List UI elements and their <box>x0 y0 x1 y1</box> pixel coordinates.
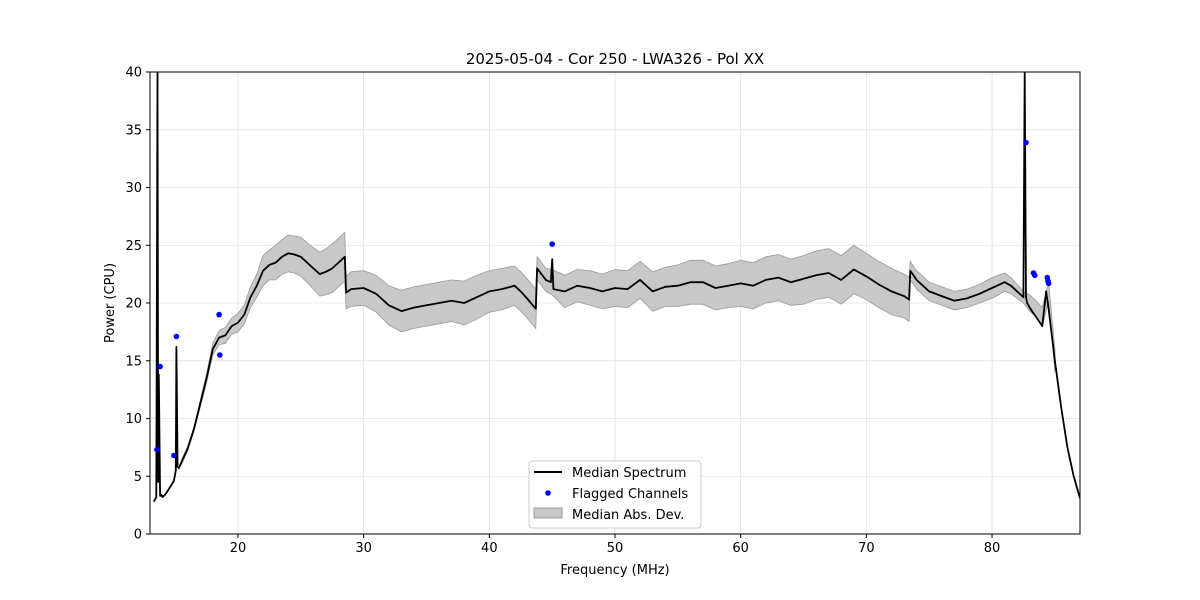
legend-flagged-dot-icon <box>545 490 551 496</box>
x-tick-label: 40 <box>481 541 498 556</box>
flagged-channel-point <box>173 333 180 340</box>
flagged-channel-point <box>217 352 223 358</box>
x-tick-label: 50 <box>607 541 624 556</box>
y-tick-label: 35 <box>125 123 142 138</box>
y-tick-label: 15 <box>125 354 142 369</box>
flagged-channel-point <box>157 363 163 370</box>
y-tick-label: 25 <box>125 239 142 254</box>
mad-band <box>181 231 1056 465</box>
y-tick-label: 30 <box>125 181 142 196</box>
y-tick-label: 10 <box>125 412 142 427</box>
flagged-markers <box>154 139 1052 459</box>
legend-label-median-spectrum: Median Spectrum <box>572 466 686 481</box>
flagged-channel-point <box>216 311 222 318</box>
flagged-channel-point <box>154 446 160 453</box>
x-tick-label: 30 <box>355 541 372 556</box>
legend: Median Spectrum Flagged Channels Median … <box>528 460 702 529</box>
flagged-channel-point <box>549 241 555 247</box>
flagged-channel-point <box>171 452 177 459</box>
x-tick-label: 70 <box>858 541 875 556</box>
x-tick-label: 60 <box>732 541 749 556</box>
legend-label-flagged-channels: Flagged Channels <box>572 487 688 502</box>
legend-label-median-abs-dev: Median Abs. Dev. <box>572 508 684 523</box>
x-tick-label: 80 <box>984 541 1001 556</box>
plot-data <box>153 72 1080 503</box>
flagged-channel-point <box>1023 139 1029 146</box>
chart-title: 2025-05-04 - Cor 250 - LWA326 - Pol XX <box>466 50 764 68</box>
x-axis-label: Frequency (MHz) <box>560 563 669 578</box>
flagged-channel-point <box>1045 280 1052 287</box>
x-tick-label: 20 <box>230 541 247 556</box>
axis-ticks: 20 30 40 50 60 70 80 0 5 10 15 20 25 30 35 40 <box>125 66 1000 557</box>
flagged-channel-point <box>1032 272 1038 279</box>
median-spectrum-line <box>153 72 1080 503</box>
legend-mad-patch-icon <box>533 507 563 519</box>
y-tick-label: 0 <box>134 528 142 543</box>
legend-box <box>528 460 702 529</box>
y-tick-label: 5 <box>134 470 142 485</box>
y-axis-label: Power (CPU) <box>103 263 118 343</box>
y-tick-label: 40 <box>125 66 142 81</box>
y-tick-label: 20 <box>125 297 142 312</box>
